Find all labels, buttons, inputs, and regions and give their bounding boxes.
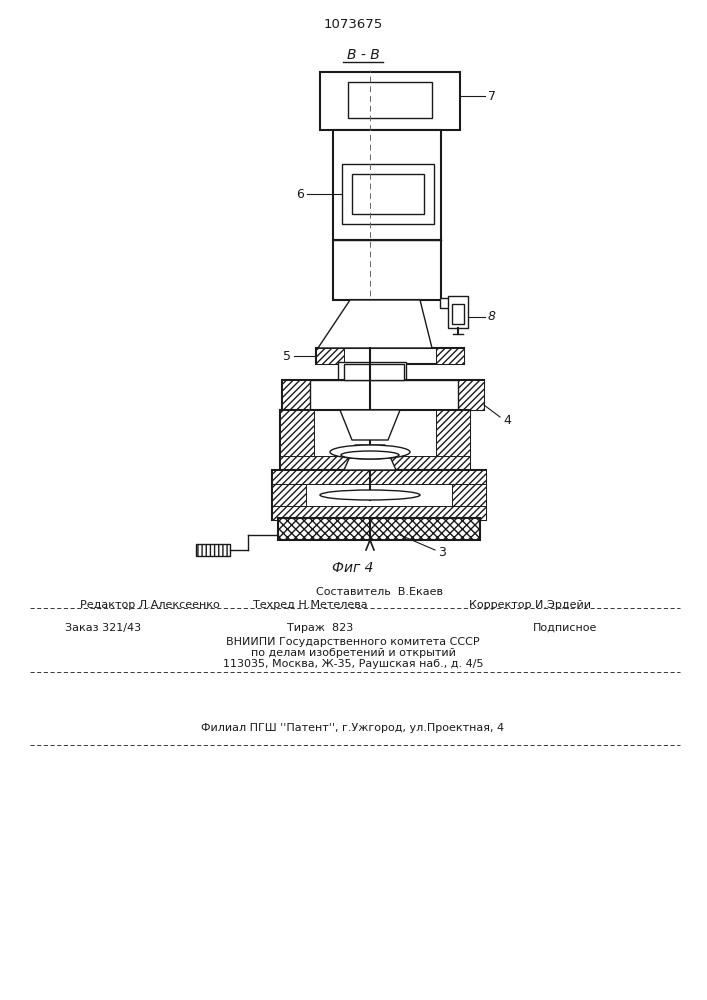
Text: 113035, Москва, Ж-35, Раушская наб., д. 4/5: 113035, Москва, Ж-35, Раушская наб., д. … (223, 659, 484, 669)
Ellipse shape (320, 490, 420, 500)
Bar (344, 364, 404, 380)
Bar (333, 240, 441, 300)
Text: B - B: B - B (346, 48, 380, 62)
Polygon shape (344, 445, 396, 470)
Bar (280, 410, 470, 470)
Bar (436, 410, 470, 470)
Bar (272, 506, 486, 520)
Bar (350, 300, 420, 350)
Polygon shape (318, 300, 432, 348)
Bar (196, 544, 230, 556)
Bar (320, 72, 460, 130)
Bar (272, 470, 486, 484)
Bar (280, 456, 470, 470)
Text: по делам изобретений и открытий: по делам изобретений и открытий (250, 648, 455, 658)
Bar (452, 304, 464, 324)
Text: 6: 6 (296, 188, 304, 200)
Bar (316, 348, 344, 364)
Bar (440, 298, 456, 308)
Text: 1073675: 1073675 (323, 18, 382, 31)
Bar (282, 380, 322, 410)
Text: Филиал ПГШ ''Патент'', г.Ужгород, ул.Проектная, 4: Филиал ПГШ ''Патент'', г.Ужгород, ул.Про… (201, 723, 505, 733)
Text: ВНИИПИ Государственного комитета СССР: ВНИИПИ Государственного комитета СССР (226, 637, 480, 647)
Bar (436, 348, 464, 364)
Bar (310, 380, 458, 410)
Bar (348, 82, 432, 118)
Bar (196, 544, 230, 556)
Text: 7: 7 (488, 90, 496, 103)
Text: 8: 8 (488, 310, 496, 324)
Text: Фиг 4: Фиг 4 (332, 561, 374, 575)
Bar (278, 518, 480, 540)
Text: Заказ 321/43: Заказ 321/43 (65, 623, 141, 633)
Bar (272, 484, 306, 506)
Text: 3: 3 (438, 546, 446, 560)
Text: Техред Н.Метелева: Техред Н.Метелева (252, 600, 368, 610)
Text: Тираж  823: Тираж 823 (287, 623, 353, 633)
Text: 5: 5 (283, 350, 291, 362)
Ellipse shape (341, 451, 399, 459)
Bar (444, 380, 484, 410)
Bar (352, 174, 424, 214)
Bar (272, 470, 486, 520)
Bar (452, 484, 486, 506)
Polygon shape (340, 410, 400, 440)
Bar (342, 164, 434, 224)
Bar (316, 348, 464, 364)
Bar (278, 518, 480, 540)
Text: Составитель  В.Екаев: Составитель В.Екаев (317, 587, 443, 597)
Text: 4: 4 (503, 414, 511, 426)
Bar (333, 130, 441, 240)
Bar (280, 410, 314, 470)
Bar (338, 362, 406, 380)
Ellipse shape (330, 445, 410, 459)
Text: Корректор И.Эрдейи: Корректор И.Эрдейи (469, 600, 591, 610)
Bar (282, 380, 484, 410)
Text: Подписное: Подписное (533, 623, 597, 633)
Text: Редактор Л.Алексеенко: Редактор Л.Алексеенко (80, 600, 220, 610)
Bar (448, 296, 468, 328)
